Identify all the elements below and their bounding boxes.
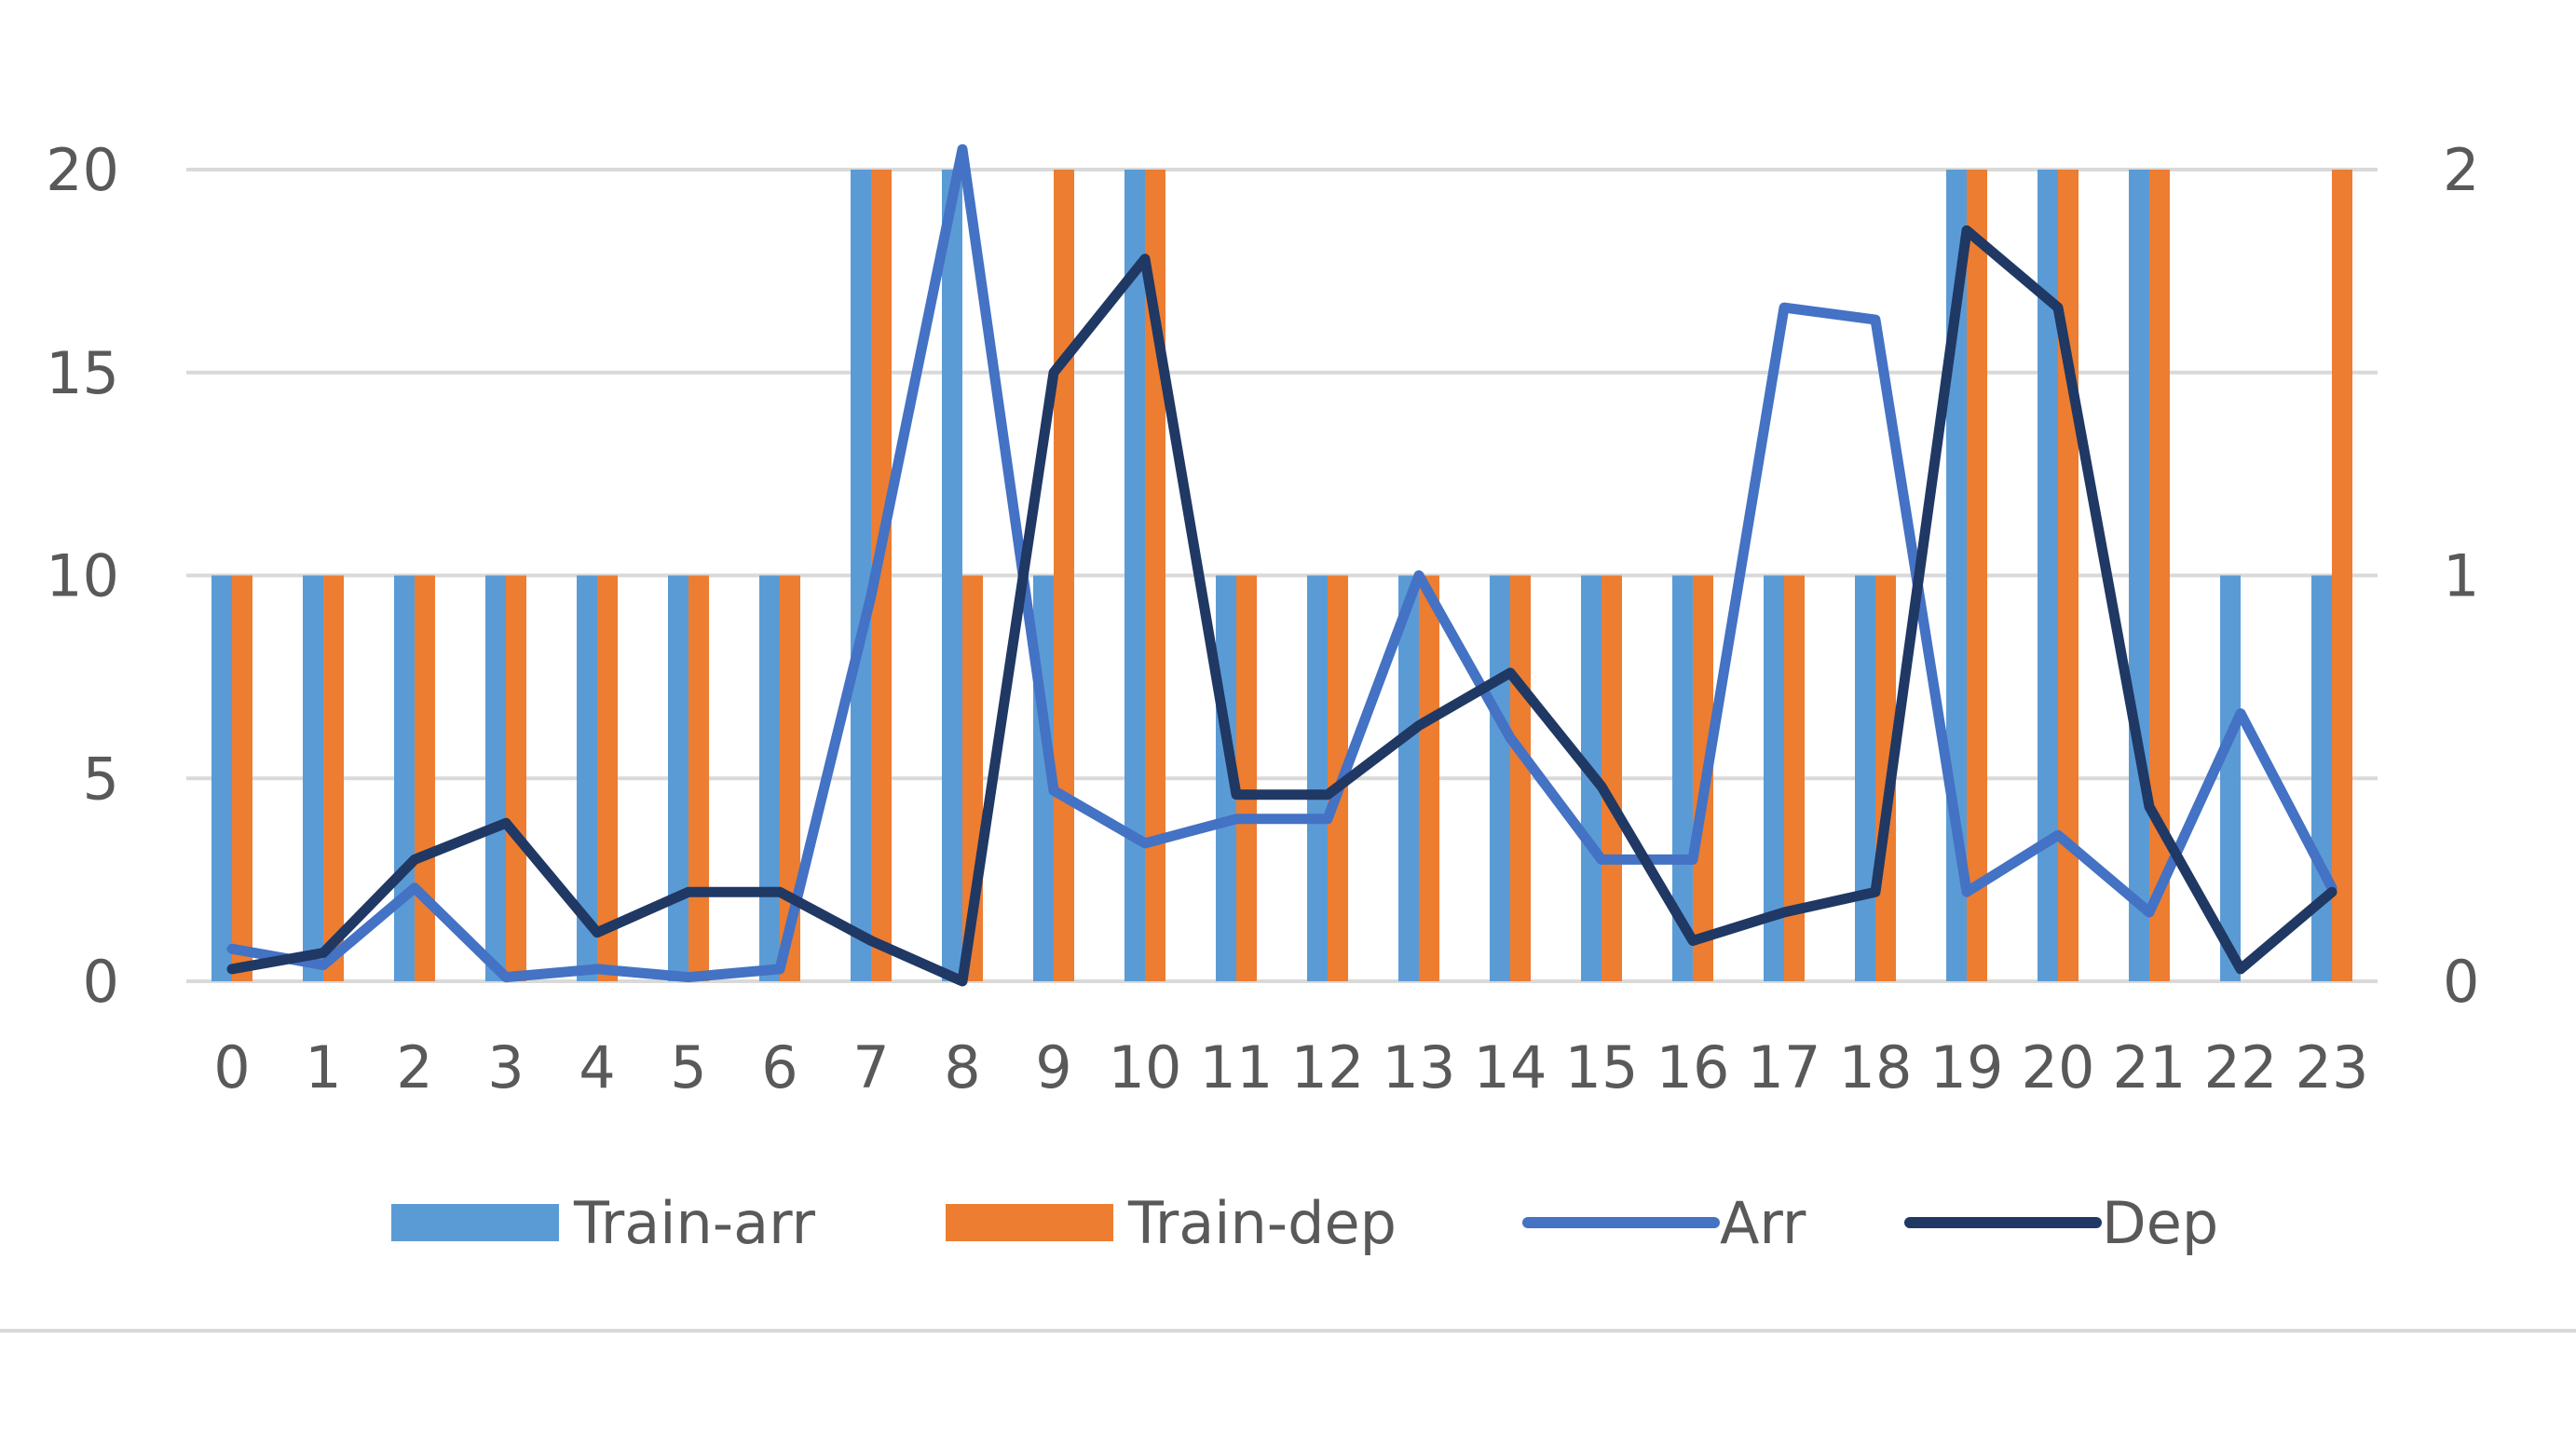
x-tick-label: 13	[1383, 1033, 1456, 1101]
bar-train-dep-1	[323, 575, 344, 981]
bar-train-arr-7	[851, 170, 871, 981]
x-tick-label: 1	[305, 1033, 341, 1101]
bar-train-dep-7	[871, 170, 892, 981]
x-tick-label: 3	[487, 1033, 524, 1101]
x-tick-label: 12	[1291, 1033, 1365, 1101]
x-tick-label: 14	[1474, 1033, 1547, 1101]
bar-train-arr-16	[1672, 575, 1693, 981]
left-y-tick-label: 20	[46, 136, 119, 204]
left-y-tick-label: 10	[46, 542, 119, 610]
bar-train-dep-21	[2149, 170, 2170, 981]
legend-label: Train-arr	[573, 1189, 816, 1257]
bar-train-arr-21	[2129, 170, 2149, 981]
legend-label: Train-dep	[1127, 1189, 1397, 1257]
bar-train-dep-23	[2332, 170, 2352, 981]
legend-label: Dep	[2102, 1189, 2218, 1257]
x-tick-label: 8	[944, 1033, 980, 1101]
bar-train-dep-11	[1236, 575, 1257, 981]
bar-train-dep-19	[1967, 170, 1987, 981]
bar-train-dep-2	[415, 575, 435, 981]
x-tick-label: 16	[1656, 1033, 1730, 1101]
bar-train-arr-13	[1398, 575, 1419, 981]
x-tick-label: 5	[670, 1033, 706, 1101]
left-y-axis: 0 5 10 15 20	[46, 136, 119, 1016]
line-series	[226, 144, 2337, 987]
x-tick-label: 7	[852, 1033, 889, 1101]
x-tick-label: 22	[2204, 1033, 2278, 1101]
x-tick-label: 10	[1109, 1033, 1182, 1101]
bar-train-arr-14	[1490, 575, 1510, 981]
bar-train-dep-6	[780, 575, 800, 981]
bar-train-dep-5	[688, 575, 709, 981]
bar-train-dep-9	[1054, 170, 1074, 981]
left-y-tick-label: 0	[83, 948, 119, 1016]
bar-train-dep-17	[1784, 575, 1805, 981]
x-tick-label: 11	[1200, 1033, 1274, 1101]
bar-train-arr-2	[394, 575, 415, 981]
bar-train-arr-3	[485, 575, 506, 981]
bar-train-arr-5	[668, 575, 688, 981]
bar-train-dep-15	[1601, 575, 1622, 981]
bar-train-arr-8	[942, 170, 962, 981]
line-arr	[226, 144, 2337, 983]
x-tick-label: 2	[396, 1033, 432, 1101]
legend-swatch-train-dep	[946, 1204, 1113, 1241]
right-y-tick-label: 1	[2443, 542, 2479, 610]
bar-train-dep-3	[506, 575, 526, 981]
bar-train-arr-1	[303, 575, 323, 981]
legend-label: Arr	[1720, 1189, 1806, 1257]
x-tick-label: 0	[213, 1033, 250, 1101]
gridlines	[186, 168, 2378, 983]
bar-train-arr-17	[1764, 575, 1784, 981]
x-tick-label: 19	[1930, 1033, 2004, 1101]
left-y-tick-label: 5	[83, 745, 119, 813]
bar-train-dep-14	[1510, 575, 1531, 981]
bar-train-arr-12	[1307, 575, 1328, 981]
bar-train-arr-18	[1855, 575, 1875, 981]
bar-train-arr-10	[1124, 170, 1145, 981]
bar-train-dep-4	[597, 575, 618, 981]
legend-swatch-train-arr	[391, 1204, 559, 1241]
x-tick-label: 18	[1839, 1033, 1913, 1101]
bar-train-arr-20	[2038, 170, 2058, 981]
bar-train-arr-4	[577, 575, 597, 981]
line-dep	[226, 225, 2337, 987]
x-tick-label: 17	[1748, 1033, 1821, 1101]
bar-train-dep-20	[2058, 170, 2079, 981]
x-tick-label: 9	[1035, 1033, 1071, 1101]
right-y-tick-label: 2	[2443, 136, 2479, 204]
x-tick-label: 20	[2022, 1033, 2095, 1101]
right-y-axis: 0 1 2	[2443, 136, 2479, 1016]
bar-train-dep-13	[1419, 575, 1439, 981]
x-tick-label: 15	[1565, 1033, 1639, 1101]
x-tick-label: 21	[2113, 1033, 2187, 1101]
right-y-tick-label: 0	[2443, 948, 2479, 1016]
x-tick-label: 23	[2296, 1033, 2369, 1101]
bar-train-arr-0	[211, 575, 232, 981]
bar-train-arr-22	[2220, 575, 2241, 981]
x-axis: 0 1 2 3 4 5 6 7 8 9 10 11 12 13 14 15 16 17 18 19 20 21 22 23	[213, 1033, 2368, 1101]
x-tick-label: 6	[761, 1033, 797, 1101]
bar-train-dep-0	[232, 575, 252, 981]
left-y-tick-label: 15	[46, 339, 119, 407]
x-tick-label: 4	[579, 1033, 615, 1101]
bar-train-arr-6	[759, 575, 780, 981]
legend: Train-arr Train-dep Arr Dep	[391, 1189, 2218, 1257]
bar-train-arr-23	[2311, 575, 2332, 981]
